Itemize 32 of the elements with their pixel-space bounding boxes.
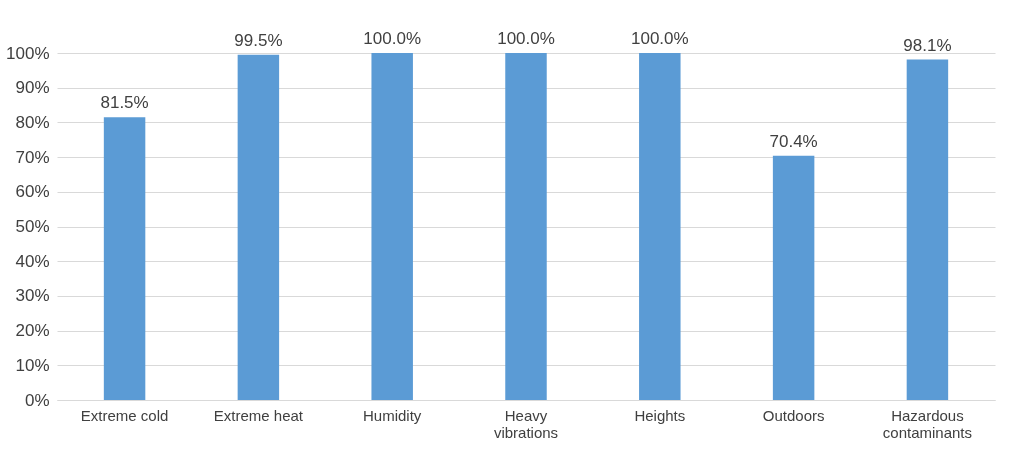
- bar: [237, 54, 280, 400]
- x-tick-label: Extreme cold: [80, 406, 169, 424]
- bar: [505, 53, 547, 400]
- bar: [103, 117, 146, 400]
- y-tick-label: 30%: [15, 286, 50, 306]
- data-label: 70.4%: [769, 131, 818, 151]
- bar: [772, 155, 815, 400]
- data-label: 98.1%: [903, 35, 952, 55]
- x-tick-label: Hazardous contaminants: [882, 406, 973, 441]
- bar: [906, 59, 949, 400]
- data-label: 100.0%: [497, 29, 555, 48]
- x-tick-label: Extreme heat: [213, 406, 304, 424]
- y-tick-label: 80%: [15, 112, 50, 132]
- y-tick-label: 90%: [15, 78, 50, 98]
- y-tick-label: 0%: [24, 390, 50, 410]
- bar: [371, 53, 413, 400]
- y-tick-label: 20%: [15, 321, 50, 341]
- x-tick-label: Heights: [634, 406, 686, 424]
- x-tick-label: Humidity: [363, 406, 422, 424]
- y-tick-label: 50%: [15, 217, 50, 236]
- data-label: 99.5%: [234, 30, 283, 50]
- x-tick-label: Heavy vibrations: [493, 406, 559, 441]
- data-label: 100.0%: [363, 29, 422, 48]
- y-tick-label: 60%: [15, 182, 50, 202]
- bar: [639, 53, 681, 400]
- x-tick-label: Outdoors: [762, 406, 825, 424]
- data-label: 81.5%: [100, 93, 149, 113]
- y-tick-label: 10%: [15, 355, 50, 375]
- data-label: 100.0%: [630, 29, 689, 48]
- y-tick-label: 100%: [6, 43, 50, 63]
- y-tick-label: 70%: [15, 147, 50, 167]
- y-tick-label: 40%: [15, 251, 50, 271]
